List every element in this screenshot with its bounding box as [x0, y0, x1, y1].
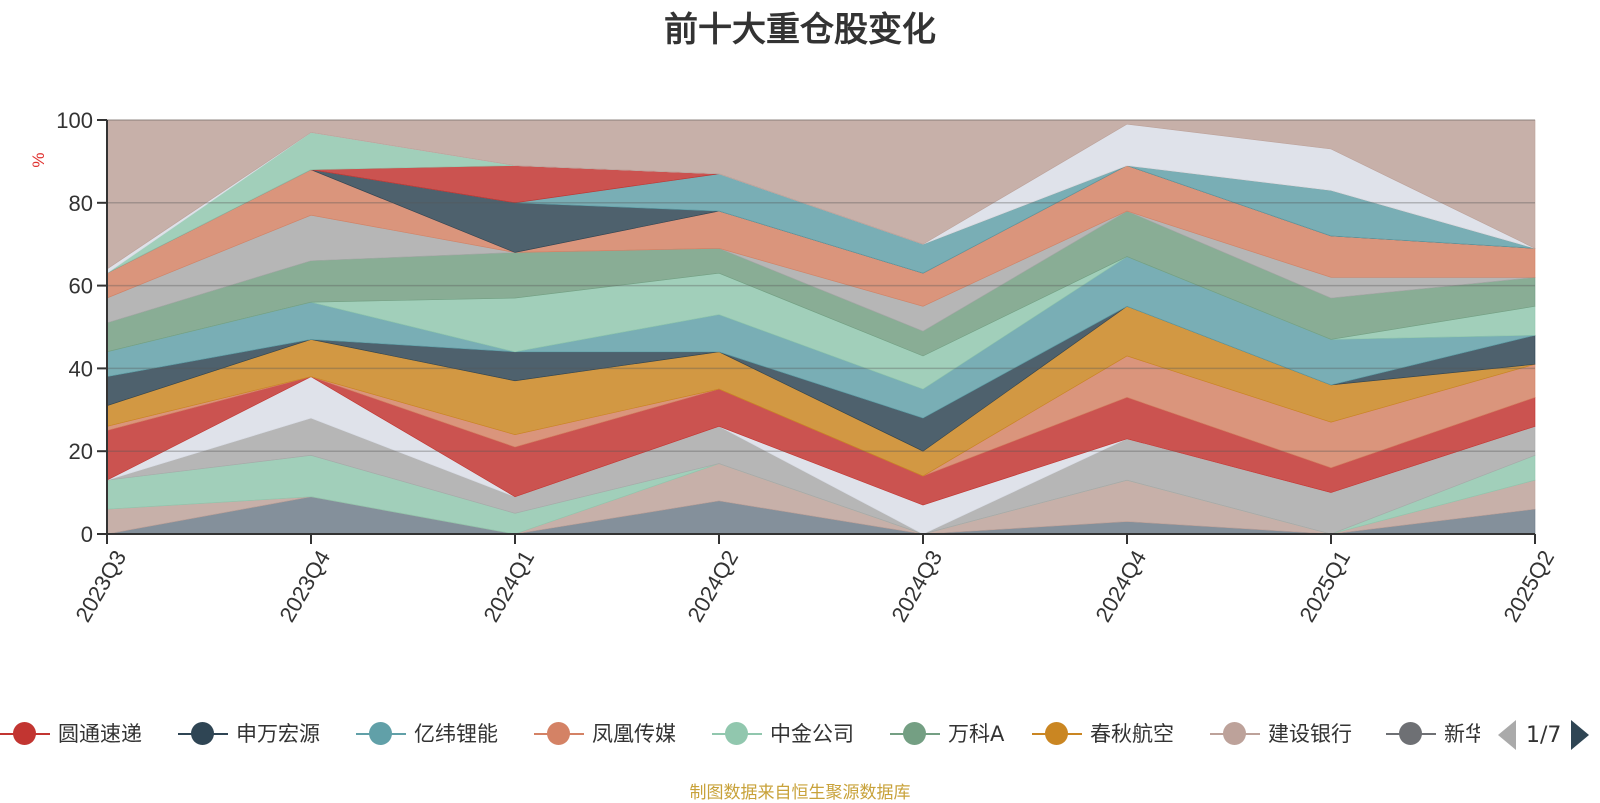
x-tick-label: 2024Q3: [886, 546, 947, 626]
stacked-area-layers: [106, 119, 1536, 535]
legend-item[interactable]: 中金公司: [712, 716, 854, 750]
legend-item[interactable]: 万科A: [890, 716, 1004, 750]
legend-marker-icon: [356, 716, 406, 750]
y-tick-label: 60: [69, 274, 93, 299]
source-note: 制图数据来自恒生聚源数据库: [689, 783, 911, 803]
legend-next-page-icon[interactable]: [1571, 720, 1590, 750]
legend-item[interactable]: 圆通速递: [0, 716, 142, 750]
x-tick-label: 2024Q4: [1090, 546, 1151, 626]
legend-label: 建设银行: [1268, 722, 1352, 746]
legend-marker-icon: [890, 716, 940, 750]
legend-marker-icon: [1386, 716, 1436, 750]
x-tick-label: 2025Q1: [1294, 546, 1355, 626]
legend-marker-icon: [0, 716, 50, 750]
legend-pager: 1/7: [1498, 718, 1590, 752]
legend-marker-icon: [534, 716, 584, 750]
legend-marker-icon: [1032, 716, 1082, 750]
legend-label: 春秋航空: [1090, 722, 1174, 746]
y-tick-label: 0: [81, 522, 93, 547]
y-tick-label: 20: [69, 439, 93, 464]
x-tick-label: 2025Q2: [1498, 546, 1559, 626]
y-tick-label: 40: [69, 356, 93, 381]
x-tick-label: 2024Q2: [682, 546, 743, 626]
legend-page-indicator: 1/7: [1526, 722, 1562, 748]
legend-label: 亿纬锂能: [414, 722, 498, 746]
y-tick-label: 100: [56, 108, 93, 133]
chart-plot: 0 20 40 60 80 100 2023Q3 2023Q4 2024Q1 2024Q2 2024…: [29, 108, 1559, 626]
legend-label: 圆通速递: [58, 722, 142, 746]
legend-marker-icon: [712, 716, 762, 750]
legend-marker-icon: [178, 716, 228, 750]
legend-item[interactable]: 亿纬锂能: [356, 716, 498, 750]
x-tick-label: 2024Q1: [478, 546, 539, 626]
legend-marker-icon: [1210, 716, 1260, 750]
legend-item[interactable]: 春秋航空: [1032, 716, 1174, 750]
legend-prev-page-icon[interactable]: [1498, 720, 1516, 750]
legend-label: 新华: [1444, 722, 1480, 746]
legend-item[interactable]: 建设银行: [1210, 716, 1352, 750]
legend-item[interactable]: 凤凰传媒: [534, 716, 676, 750]
area-layer-19: [106, 119, 1536, 270]
chart-title: 前十大重仓股变化: [664, 10, 936, 50]
gridlines: [107, 119, 1535, 452]
y-tick-label: 80: [69, 191, 93, 216]
legend-item[interactable]: 新华: [1386, 716, 1480, 750]
legend-label: 凤凰传媒: [592, 722, 676, 746]
x-tick-label: 2023Q4: [274, 546, 335, 626]
legend-label: 中金公司: [770, 722, 854, 746]
legend-label: 申万宏源: [236, 722, 320, 746]
legend: 圆通速递 申万宏源 亿纬锂能 凤凰传媒 中金公司 万科A 春秋航空 建设银行 新华: [0, 716, 1480, 750]
legend-item[interactable]: 申万宏源: [178, 716, 320, 750]
legend-label: 万科A: [948, 722, 1005, 746]
x-tick-label: 2023Q3: [70, 546, 131, 626]
y-axis-unit: %: [29, 152, 48, 167]
